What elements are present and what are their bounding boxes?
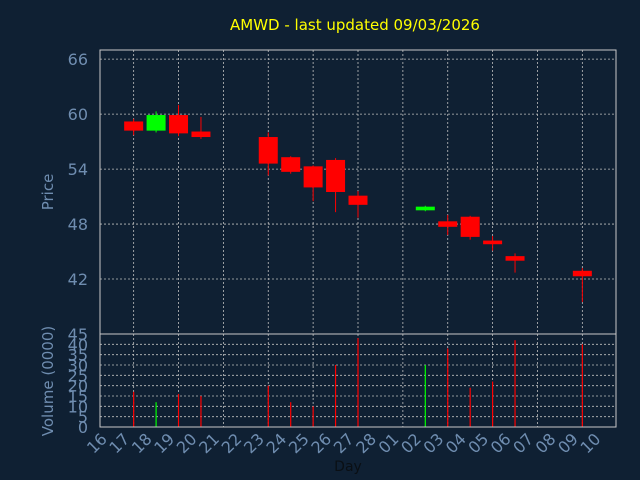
price-tick-label: 66: [68, 50, 88, 69]
candle-body: [460, 216, 480, 237]
volume-bars: [133, 338, 583, 427]
candles: [124, 104, 592, 302]
chart-title: AMWD - last updated 09/03/2026: [230, 16, 480, 34]
candle-body: [258, 137, 278, 164]
candle-body: [415, 206, 435, 211]
candle-body: [348, 195, 368, 205]
price-y-ticks: 66 60 54 48 42: [68, 50, 88, 289]
candle-body: [191, 131, 211, 138]
candle-body: [146, 115, 166, 131]
price-tick-label: 42: [68, 270, 88, 289]
volume-tick-label: 5: [78, 408, 88, 427]
candle-body: [326, 159, 346, 192]
volume-tick-label: 20: [68, 377, 88, 396]
candle-body: [169, 115, 189, 134]
candle-body: [281, 157, 301, 172]
candle-body: [572, 270, 592, 277]
x-axis-label: Day: [334, 459, 362, 475]
candle-body: [303, 166, 323, 188]
volume-frame: [99, 333, 617, 428]
candle-body: [505, 256, 525, 261]
candle-body: [124, 121, 144, 131]
volume-tick-label: 45: [68, 325, 88, 344]
volume-tick-label: 40: [68, 335, 88, 354]
volume-tick-label: 10: [68, 397, 88, 416]
volume-tick-label: 0: [78, 418, 88, 437]
price-tick-label: 48: [68, 215, 88, 234]
volume-tick-label: 30: [68, 356, 88, 375]
candle-body: [438, 221, 458, 227]
x-axis-ticks: 1617181920212223242526272801020304050607…: [83, 429, 604, 457]
price-tick-label: 54: [68, 160, 88, 179]
price-grid: [100, 50, 616, 334]
candle-body: [483, 240, 503, 245]
price-tick-label: 60: [68, 105, 88, 124]
price-panel: 66 60 54 48 42 Price: [39, 49, 617, 335]
volume-tick-label: 25: [68, 366, 88, 385]
volume-axis-label: Volume (0000): [39, 326, 57, 436]
volume-tick-label: 35: [68, 346, 88, 365]
volume-tick-label: 15: [68, 387, 88, 406]
price-axis-label: Price: [39, 174, 57, 211]
